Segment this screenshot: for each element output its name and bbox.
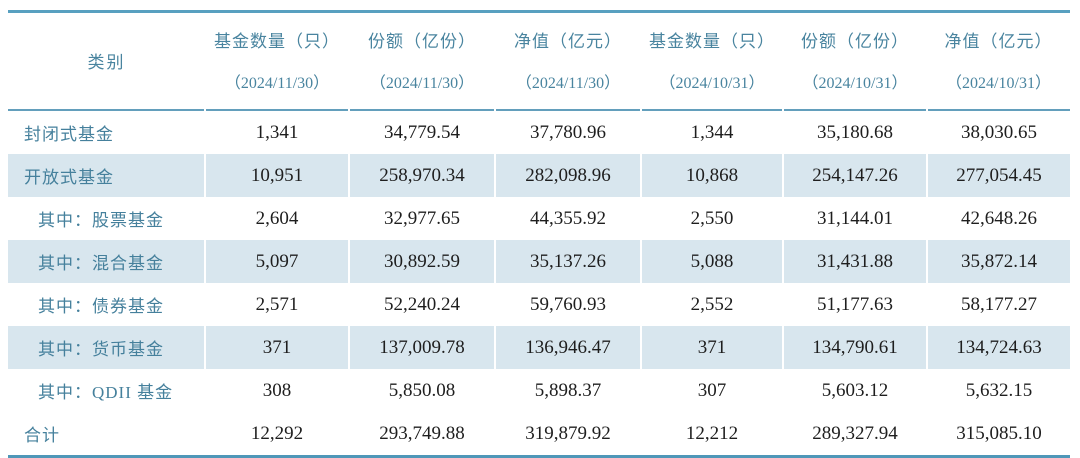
value-cell: 52,240.24 <box>348 283 495 326</box>
column-header-fund-count-nov: 基金数量（只） （2024/11/30） <box>205 12 349 111</box>
category-cell: 其中：混合基金 <box>38 254 164 273</box>
value-cell: 30,892.59 <box>348 240 495 283</box>
value-cell: 5,088 <box>640 240 783 283</box>
table-row-bond: 其中：债券基金 2,571 52,240.24 59,760.93 2,552 … <box>8 283 1070 326</box>
category-cell: 开放式基金 <box>24 168 114 187</box>
value-cell: 134,790.61 <box>782 326 927 369</box>
value-cell: 254,147.26 <box>782 154 927 197</box>
value-cell: 37,780.96 <box>494 110 641 154</box>
table-header: 类别 基金数量（只） （2024/11/30） 份额（亿份） （2024/11/… <box>8 12 1070 111</box>
table-body: 封闭式基金 1,341 34,779.54 37,780.96 1,344 35… <box>8 110 1070 457</box>
value-cell: 35,180.68 <box>782 110 927 154</box>
column-header-label: 净值（亿元） <box>944 32 1053 51</box>
column-header-nav-oct: 净值（亿元） （2024/10/31） <box>927 12 1070 111</box>
column-header-category: 类别 <box>8 12 205 111</box>
value-cell: 44,355.92 <box>494 197 641 240</box>
value-cell: 2,571 <box>204 283 349 326</box>
value-cell: 308 <box>204 369 349 412</box>
value-cell: 136,946.47 <box>494 326 641 369</box>
value-cell: 2,550 <box>640 197 783 240</box>
column-header-label: 类别 <box>87 52 126 72</box>
table-row-hybrid: 其中：混合基金 5,097 30,892.59 35,137.26 5,088 … <box>8 240 1070 283</box>
category-cell: 其中：QDII 基金 <box>38 383 174 402</box>
value-cell: 32,977.65 <box>348 197 495 240</box>
value-cell: 315,085.10 <box>926 412 1070 457</box>
column-header-fund-count-oct: 基金数量（只） （2024/10/31） <box>641 12 783 111</box>
value-cell: 277,054.45 <box>926 154 1070 197</box>
column-header-date: （2024/10/31） <box>659 75 765 92</box>
value-cell: 371 <box>204 326 349 369</box>
header-row: 类别 基金数量（只） （2024/11/30） 份额（亿份） （2024/11/… <box>8 12 1070 111</box>
table-row-qdii: 其中：QDII 基金 308 5,850.08 5,898.37 307 5,6… <box>8 369 1070 412</box>
value-cell: 31,431.88 <box>782 240 927 283</box>
value-cell: 282,098.96 <box>494 154 641 197</box>
value-cell: 10,951 <box>204 154 349 197</box>
value-cell: 34,779.54 <box>348 110 495 154</box>
table-row-open-end: 开放式基金 10,951 258,970.34 282,098.96 10,86… <box>8 154 1070 197</box>
value-cell: 35,872.14 <box>926 240 1070 283</box>
column-header-nav-nov: 净值（亿元） （2024/11/30） <box>495 12 641 111</box>
value-cell: 371 <box>640 326 783 369</box>
value-cell: 5,097 <box>204 240 349 283</box>
value-cell: 1,344 <box>640 110 783 154</box>
value-cell: 319,879.92 <box>494 412 641 457</box>
value-cell: 59,760.93 <box>494 283 641 326</box>
value-cell: 5,850.08 <box>348 369 495 412</box>
value-cell: 38,030.65 <box>926 110 1070 154</box>
value-cell: 58,177.27 <box>926 283 1070 326</box>
category-cell: 其中：债券基金 <box>38 297 164 316</box>
value-cell: 307 <box>640 369 783 412</box>
value-cell: 289,327.94 <box>782 412 927 457</box>
table-row-equity: 其中：股票基金 2,604 32,977.65 44,355.92 2,550 … <box>8 197 1070 240</box>
value-cell: 258,970.34 <box>348 154 495 197</box>
column-header-date: （2024/11/30） <box>369 75 475 92</box>
column-header-date: （2024/10/31） <box>946 75 1051 92</box>
category-cell: 其中：股票基金 <box>38 211 164 230</box>
value-cell: 42,648.26 <box>926 197 1070 240</box>
value-cell: 51,177.63 <box>782 283 927 326</box>
value-cell: 35,137.26 <box>494 240 641 283</box>
value-cell: 293,749.88 <box>348 412 495 457</box>
column-header-label: 净值（亿元） <box>514 32 622 51</box>
fund-statistics-table-wrap: 类别 基金数量（只） （2024/11/30） 份额（亿份） （2024/11/… <box>8 10 1070 458</box>
value-cell: 134,724.63 <box>926 326 1070 369</box>
table-row-total: 合计 12,292 293,749.88 319,879.92 12,212 2… <box>8 412 1070 457</box>
value-cell: 2,604 <box>204 197 349 240</box>
column-header-shares-oct: 份额（亿份） （2024/10/31） <box>783 12 927 111</box>
fund-statistics-table: 类别 基金数量（只） （2024/11/30） 份额（亿份） （2024/11/… <box>8 10 1070 458</box>
category-cell: 封闭式基金 <box>24 125 114 144</box>
value-cell: 5,898.37 <box>494 369 641 412</box>
value-cell: 5,603.12 <box>782 369 927 412</box>
table-row-closed-end: 封闭式基金 1,341 34,779.54 37,780.96 1,344 35… <box>8 110 1070 154</box>
value-cell: 10,868 <box>640 154 783 197</box>
table-row-money-market: 其中：货币基金 371 137,009.78 136,946.47 371 13… <box>8 326 1070 369</box>
column-header-date: （2024/11/30） <box>515 75 621 92</box>
column-header-label: 份额（亿份） <box>801 32 909 51</box>
column-header-label: 基金数量（只） <box>649 32 775 51</box>
column-header-date: （2024/10/31） <box>802 75 908 92</box>
column-header-label: 份额（亿份） <box>368 32 476 51</box>
value-cell: 2,552 <box>640 283 783 326</box>
value-cell: 137,009.78 <box>348 326 495 369</box>
value-cell: 31,144.01 <box>782 197 927 240</box>
value-cell: 12,292 <box>204 412 349 457</box>
column-header-shares-nov: 份额（亿份） （2024/11/30） <box>349 12 495 111</box>
category-cell: 其中：货币基金 <box>38 340 164 359</box>
value-cell: 12,212 <box>640 412 783 457</box>
column-header-label: 基金数量（只） <box>214 32 340 51</box>
value-cell: 5,632.15 <box>926 369 1070 412</box>
column-header-date: （2024/11/30） <box>224 75 330 92</box>
value-cell: 1,341 <box>204 110 349 154</box>
category-cell: 合计 <box>24 426 60 445</box>
